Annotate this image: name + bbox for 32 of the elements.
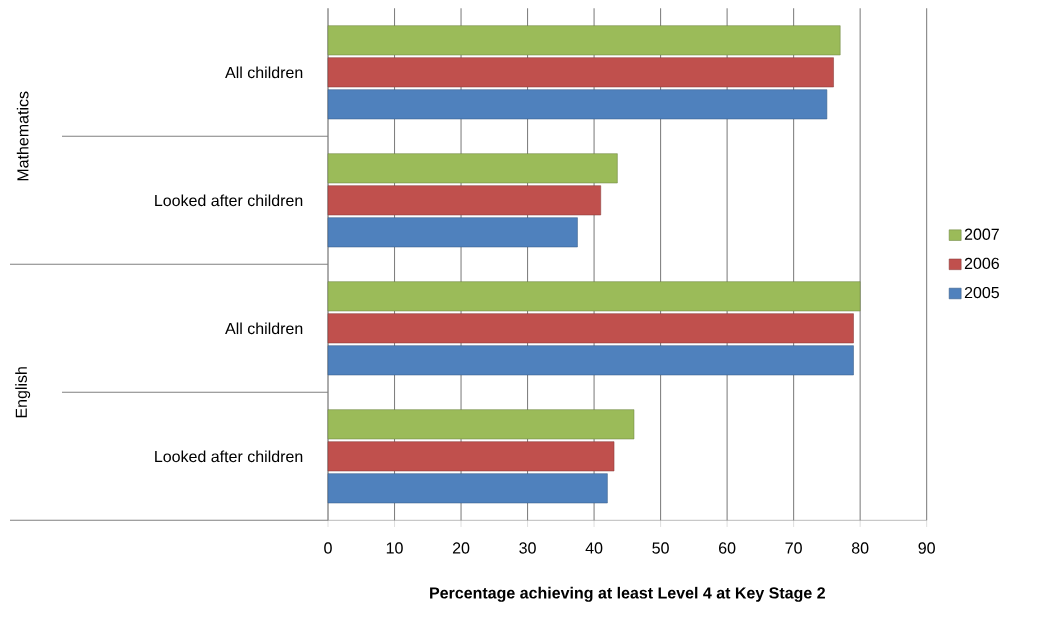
x-tick-label: 30: [519, 542, 536, 554]
x-tick-label: 60: [719, 542, 736, 554]
bar: [327, 57, 834, 88]
bar: [327, 409, 635, 440]
bar: [327, 153, 618, 184]
bar: [327, 217, 578, 248]
y-tick-label: All children: [225, 322, 303, 335]
x-tick-label: 20: [452, 542, 470, 554]
legend-label: 2007: [964, 228, 999, 240]
y-tick-label: Looked after children: [155, 450, 303, 463]
text: English: [15, 367, 31, 418]
bar: [327, 473, 608, 504]
bar: [327, 185, 601, 216]
bar: [327, 441, 615, 472]
x-tick-label: 80: [851, 542, 869, 554]
y-tick-label: All children: [225, 66, 303, 79]
text: Mathematics: [16, 91, 29, 181]
x-tick-label: 10: [386, 542, 403, 554]
legend-label: 2005: [964, 286, 999, 299]
x-tick-label: 50: [652, 542, 669, 554]
x-axis-title: Percentage achieving at least Level 4 at Key Stage 2: [430, 586, 825, 602]
x-tick-label: 40: [585, 542, 603, 554]
x-tick-label: 70: [785, 542, 802, 554]
bar: [327, 313, 854, 344]
bar: [327, 345, 854, 376]
x-tick-label: 90: [918, 542, 935, 554]
bar: [327, 281, 861, 312]
x-tick-label: 0: [324, 542, 332, 554]
y-tick-label: Looked after children: [155, 194, 303, 207]
bar: [327, 25, 841, 56]
legend-label: 2006: [964, 257, 999, 270]
bar: [327, 89, 828, 120]
